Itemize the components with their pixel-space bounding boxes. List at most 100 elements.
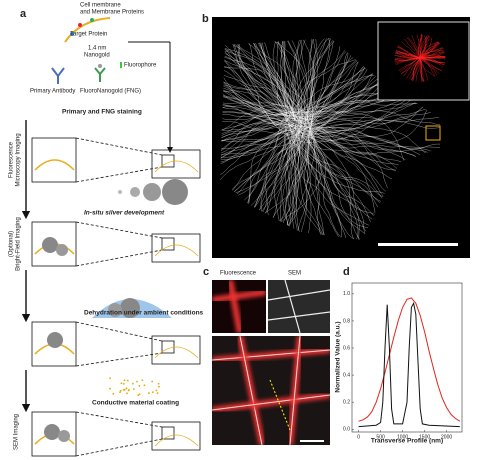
fiber (220, 108, 292, 130)
fiber (305, 110, 440, 128)
fiber (401, 57, 421, 75)
fluorescence-fiber (212, 289, 266, 303)
fiber (220, 111, 314, 158)
fiber (300, 38, 356, 140)
fiber (220, 122, 294, 137)
fiber (419, 57, 445, 66)
particle (151, 380, 154, 383)
fiber (220, 38, 296, 117)
sem-fiber (284, 280, 301, 333)
fiber (220, 114, 304, 206)
fiber (404, 38, 421, 59)
particle (157, 382, 160, 385)
fiber (261, 38, 295, 121)
fiber (419, 55, 446, 59)
fiber (419, 57, 436, 77)
particle (132, 382, 134, 385)
particle (126, 379, 129, 382)
step-title: In-situ silver development (84, 210, 165, 217)
fiber (238, 128, 296, 240)
fiber (308, 91, 436, 144)
side-label: Microscopy Imaging (16, 133, 22, 186)
fiber (419, 34, 422, 59)
fiber (234, 38, 300, 128)
fiber (258, 132, 295, 240)
fiber (396, 49, 421, 59)
fiber (293, 119, 360, 240)
fiber (220, 128, 300, 163)
fiber (220, 130, 294, 223)
fiber (220, 99, 297, 120)
fiber (286, 133, 313, 240)
fiber (246, 131, 286, 240)
fiber (394, 57, 421, 62)
fiber (299, 38, 395, 117)
inset-fibers (394, 34, 446, 82)
fiber (407, 36, 421, 59)
workflow-diagram (21, 120, 201, 457)
particles (42, 179, 188, 442)
fiber (298, 38, 329, 124)
particle (109, 387, 111, 390)
fiber (277, 129, 301, 240)
fiber (419, 57, 438, 76)
side-label: (Optional) (9, 231, 15, 257)
fiber (220, 109, 303, 132)
fiber (220, 38, 295, 111)
fiber (220, 130, 293, 149)
fiber (220, 38, 314, 120)
legend-text: Cell membrane (80, 3, 121, 9)
particle (148, 392, 150, 394)
fiber (280, 129, 307, 240)
fiber (395, 52, 421, 59)
fiber (412, 57, 421, 81)
particle (109, 377, 112, 380)
fiber (220, 56, 313, 133)
fiber (220, 38, 294, 133)
fiber (284, 114, 382, 229)
fiber (419, 41, 439, 59)
particle (137, 394, 140, 397)
fiber (220, 130, 300, 185)
step-title: Dehydration under ambient conditions (84, 310, 204, 317)
fiber (288, 38, 372, 123)
particle (151, 391, 154, 394)
fiber (303, 38, 407, 132)
fiber (220, 129, 293, 176)
particle (156, 392, 159, 395)
panel-label: b (202, 13, 209, 25)
fiber (415, 57, 421, 82)
fiber (310, 115, 378, 240)
fiber (309, 134, 395, 240)
x-axis-label: Transverse Profile (nm) (371, 438, 443, 445)
image-label: Fluorescence (220, 271, 257, 277)
side-label: Fluorescence (9, 141, 15, 178)
particle (126, 392, 128, 395)
fiber (394, 55, 421, 60)
fiber (241, 38, 305, 124)
fiber (416, 34, 421, 59)
fiber (419, 48, 444, 59)
fibers (220, 38, 440, 240)
fiber (220, 137, 313, 210)
fiber (296, 38, 338, 116)
fiber (220, 65, 287, 124)
fiber (419, 35, 427, 59)
fiber (220, 84, 306, 120)
particle (127, 388, 130, 391)
particle (138, 393, 141, 396)
fiber (220, 38, 292, 117)
fiber (237, 137, 322, 240)
particle (122, 382, 125, 385)
fiber (419, 57, 428, 81)
fiber (252, 125, 296, 240)
fiber (220, 114, 289, 141)
micrograph (268, 280, 330, 333)
y-tick-label: 0.6 (343, 345, 350, 351)
fiber (220, 38, 306, 125)
x-tick-label: 2000 (441, 434, 452, 440)
legend-text: Nanogold (84, 53, 110, 59)
y-tick-label: 0.0 (343, 427, 350, 433)
particle (125, 387, 128, 390)
fluorescence-fiber (227, 280, 243, 333)
